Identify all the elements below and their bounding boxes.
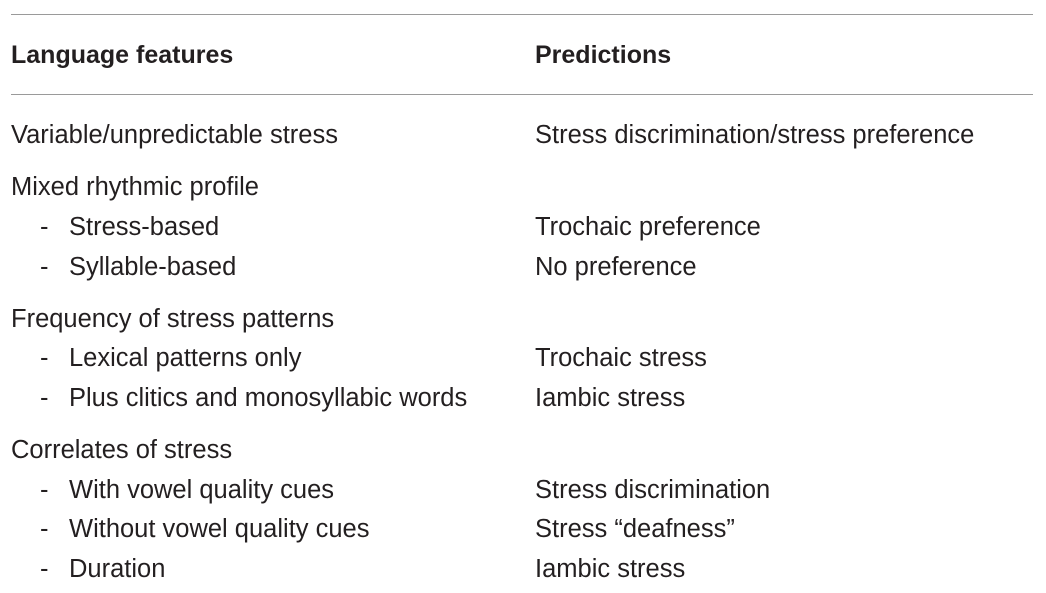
table-row: Correlates of stress [0,434,1046,466]
feature-category: Frequency of stress patterns [11,305,335,333]
sub-item-dash: - [40,555,49,583]
prediction-cell: No preference [535,253,697,281]
prediction-cell: Trochaic preference [535,213,761,241]
table-row: Frequency of stress patterns [0,303,1046,335]
feature-sub-item: Without vowel quality cues [69,515,370,543]
feature-category: Mixed rhythmic profile [11,173,259,201]
table-row: - Stress-based Trochaic preference [0,211,1046,243]
feature-sub-item: Stress-based [69,213,220,241]
prediction-cell: Stress “deafness” [535,515,735,543]
feature-sub-item: Duration [69,555,166,583]
sub-item-dash: - [40,476,49,504]
header-language-features: Language features [11,41,234,69]
sub-item-dash: - [40,344,49,372]
sub-item-dash: - [40,384,49,412]
sub-item-dash: - [40,253,49,281]
prediction-cell: Iambic stress [535,384,686,412]
table-row: - Without vowel quality cues Stress “deafn… [0,513,1046,545]
feature-sub-item: Plus clitics and monosyllabic words [69,384,468,412]
table-row: Variable/unpredictable stress Stress disc… [0,119,1046,151]
prediction-cell: Trochaic stress [535,344,707,372]
feature-sub-item: Syllable-based [69,253,237,281]
table-row: - Syllable-based No preference [0,251,1046,283]
feature-sub-item: Lexical patterns only [69,344,302,372]
table-row: - Plus clitics and monosyllabic words Iamb… [0,382,1046,414]
sub-item-dash: - [40,213,49,241]
feature-category: Variable/unpredictable stress [11,121,338,149]
prediction-cell: Stress discrimination/stress preference [535,121,975,149]
table-row: Mixed rhythmic profile [0,171,1046,203]
sub-item-dash: - [40,515,49,543]
feature-sub-item: With vowel quality cues [69,476,335,504]
prediction-cell: Stress discrimination [535,476,771,504]
table-top-rule [11,14,1033,15]
header-predictions: Predictions [535,41,672,69]
table-row: - Duration Iambic stress [0,553,1046,585]
table-row: - With vowel quality cues Stress discrimin… [0,474,1046,506]
prediction-cell: Iambic stress [535,555,686,583]
table-header-rule [11,94,1033,95]
feature-category: Correlates of stress [11,436,233,464]
table-row: - Lexical patterns only Trochaic stress [0,342,1046,374]
